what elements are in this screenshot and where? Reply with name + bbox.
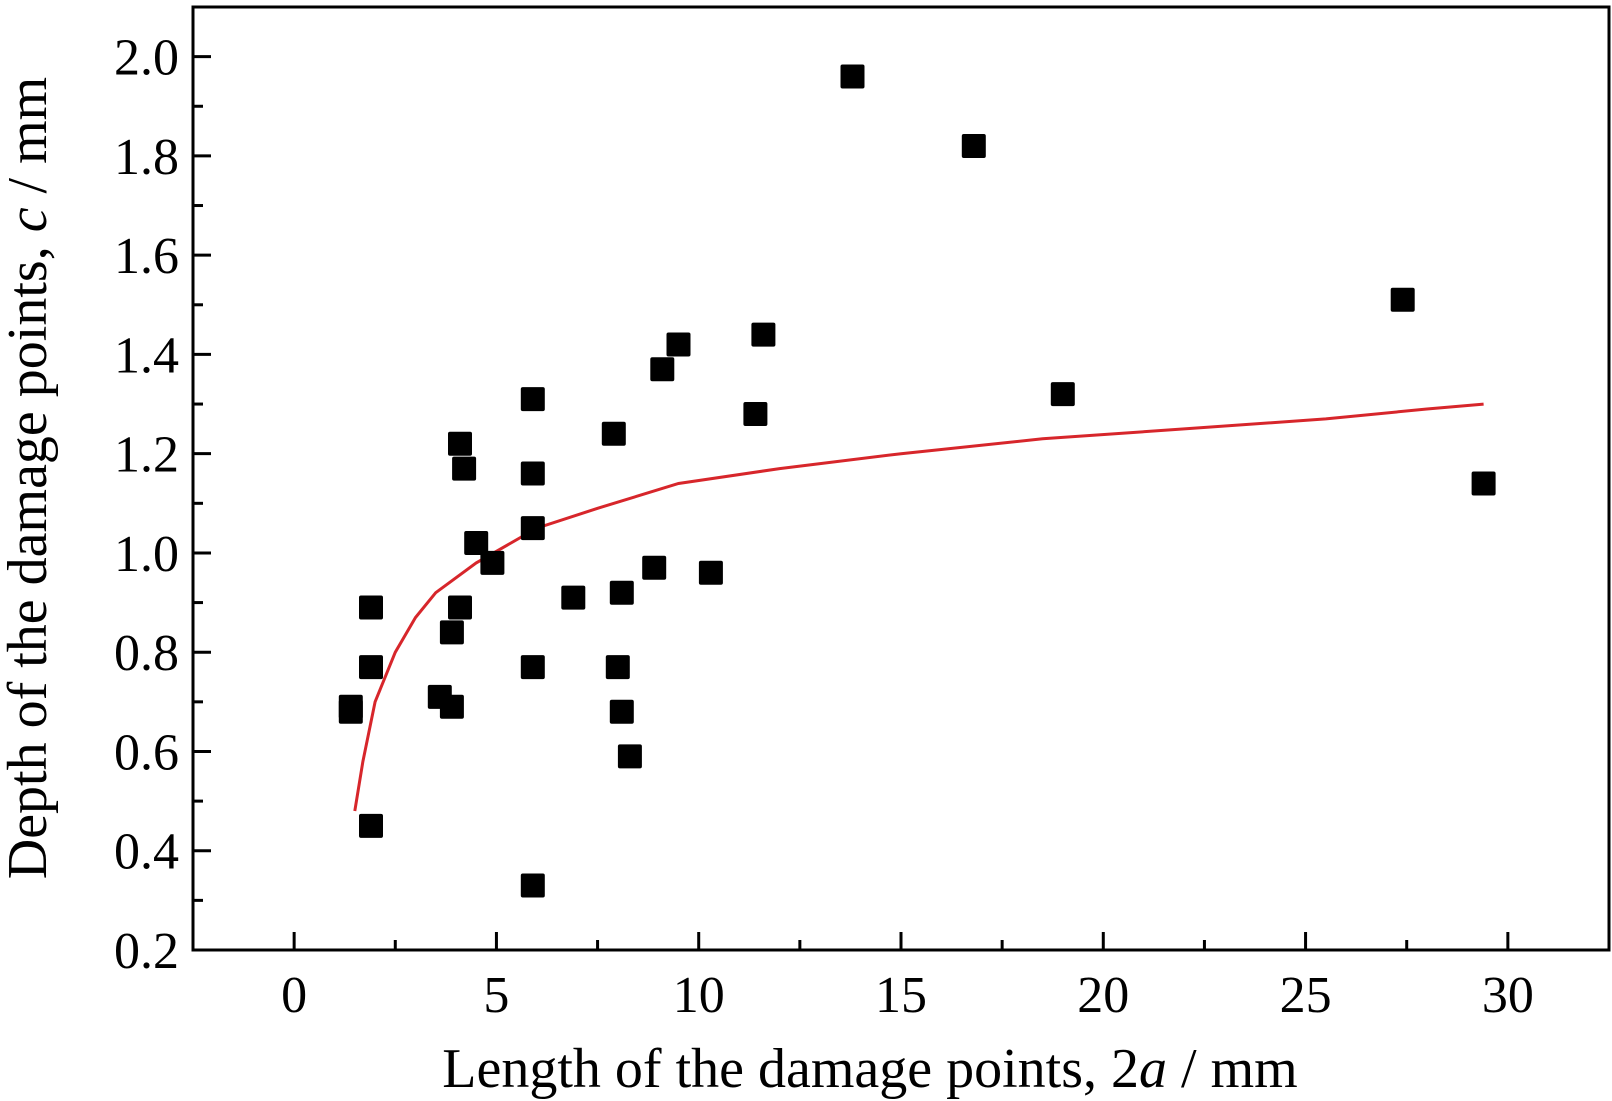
data-point	[520, 461, 545, 486]
data-point	[520, 387, 545, 412]
data-point	[448, 431, 472, 456]
x-tick-label: 10	[673, 967, 725, 1024]
data-point	[601, 421, 626, 446]
data-point	[464, 531, 489, 555]
data-point	[520, 655, 545, 680]
data-points-layer	[338, 64, 1496, 898]
data-point	[452, 456, 477, 481]
data-point	[448, 595, 472, 620]
data-point	[1050, 382, 1075, 407]
data-point	[520, 873, 545, 898]
data-point	[698, 560, 723, 585]
data-point	[480, 550, 505, 575]
data-point	[617, 744, 642, 769]
plot-frame	[191, 5, 1611, 952]
data-point	[666, 332, 691, 357]
data-point	[642, 555, 667, 580]
y-tick-label: 0.8	[114, 625, 179, 682]
x-tick-label: 5	[483, 967, 509, 1024]
data-point	[609, 699, 634, 724]
y-tick-label: 1.0	[114, 526, 179, 583]
data-point	[520, 516, 545, 541]
data-point	[359, 595, 383, 620]
data-point	[359, 813, 383, 838]
y-axis-label: Depth of the damage points, c / mm	[0, 77, 59, 880]
y-tick-label: 0.4	[114, 824, 179, 881]
data-point	[751, 322, 776, 347]
data-point	[338, 694, 363, 719]
x-tick-label: 15	[875, 967, 927, 1024]
data-point	[439, 694, 464, 719]
data-point	[605, 655, 630, 680]
data-point	[1390, 287, 1415, 312]
x-axis-ticks: 0 5 10 15 20 25 30	[281, 932, 1534, 1024]
data-point	[1471, 471, 1496, 496]
data-point	[840, 64, 865, 89]
y-tick-label: 0.6	[114, 724, 179, 781]
y-axis-ticks: 0.2 0.4 0.6 0.8 1.0 1.2 1.4 1.6 1.8 2.0	[114, 30, 211, 980]
data-point	[609, 580, 634, 605]
y-tick-label: 1.8	[114, 129, 179, 186]
data-point	[439, 620, 464, 645]
fit-curve-layer	[353, 402, 1484, 812]
fit-curve	[353, 402, 1484, 812]
y-tick-label: 1.4	[114, 327, 179, 384]
y-tick-label: 1.2	[114, 427, 179, 484]
data-point	[650, 357, 675, 382]
x-tick-label: 20	[1077, 967, 1129, 1024]
x-tick-label: 25	[1280, 967, 1332, 1024]
data-point	[561, 585, 586, 610]
x-tick-label: 30	[1482, 967, 1534, 1024]
data-point	[743, 402, 768, 426]
x-axis-label: Length of the damage points, 2a / mm	[442, 1038, 1297, 1100]
data-point	[961, 134, 986, 158]
data-point	[359, 655, 383, 680]
y-tick-label: 1.6	[114, 228, 179, 285]
y-tick-label: 0.2	[114, 923, 179, 980]
x-tick-label: 0	[281, 967, 307, 1024]
y-tick-label: 2.0	[114, 30, 179, 87]
